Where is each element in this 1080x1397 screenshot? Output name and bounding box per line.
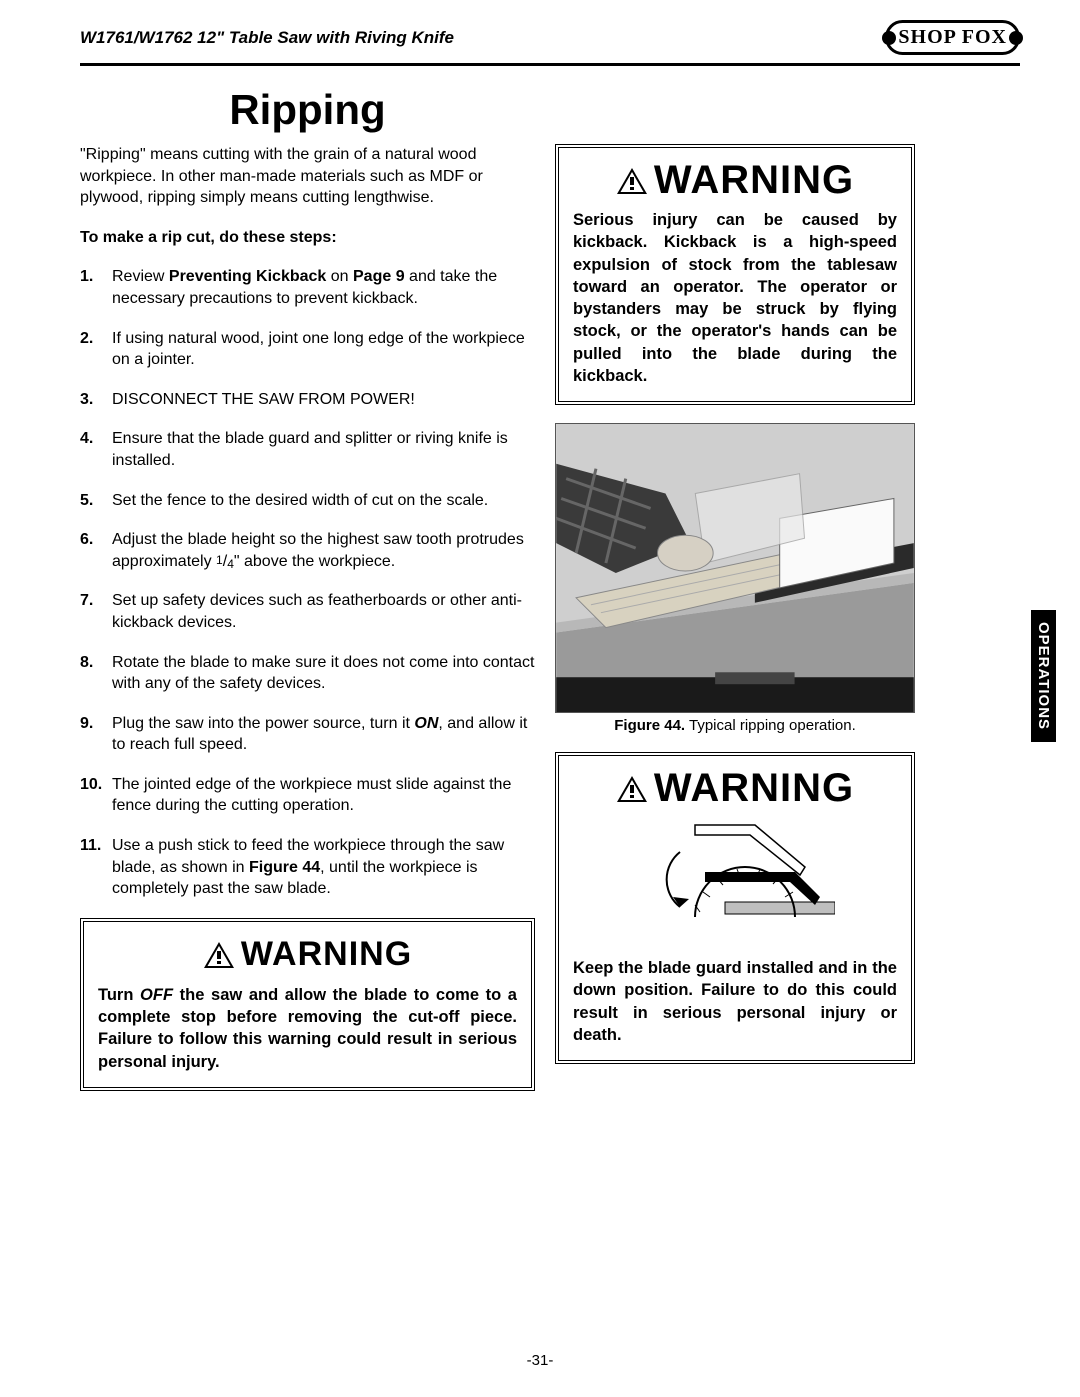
warning-text: Serious injury can be caused by kickback… [573,209,897,387]
step-7: Set up safety devices such as featherboa… [80,590,535,633]
step-2: If using natural wood, joint one long ed… [80,328,535,371]
warning-text: Keep the blade guard installed and in th… [573,957,897,1046]
left-column: "Ripping" means cutting with the grain o… [80,144,535,1091]
step-10: The jointed edge of the workpiece must s… [80,774,535,817]
header-divider [80,63,1020,66]
warning-kickback: WARNING Serious injury can be caused by … [555,144,915,405]
page-header: W1761/W1762 12" Table Saw with Riving Kn… [80,20,1020,55]
section-tab: OPERATIONS [1031,610,1056,742]
warning-title: WARNING [573,766,897,811]
steps-heading: To make a rip cut, do these steps: [80,227,535,249]
right-column: WARNING Serious injury can be caused by … [555,144,915,1091]
warning-icon [203,941,235,969]
intro-paragraph: "Ripping" means cutting with the grain o… [80,144,535,209]
blade-guard-diagram [635,817,835,947]
page-number: -31- [0,1352,1080,1369]
ripping-illustration [556,424,914,712]
brand-logo: SHOP FOX [885,20,1020,55]
step-3: DISCONNECT THE SAW FROM POWER! [80,389,535,411]
figure-image [555,423,915,713]
page-title: Ripping [80,86,535,134]
warning-icon [616,775,648,803]
step-11: Use a push stick to feed the workpiece t… [80,835,535,900]
step-9: Plug the saw into the power source, turn… [80,713,535,756]
warning-title: WARNING [98,932,517,978]
warning-turnoff: WARNING Turn OFF the saw and allow the b… [80,918,535,1091]
content-row: "Ripping" means cutting with the grain o… [80,144,1020,1091]
warning-title: WARNING [573,158,897,203]
figure-caption: Figure 44. Typical ripping operation. [555,717,915,734]
warning-text: Turn OFF the saw and allow the blade to … [98,984,517,1073]
step-6: Adjust the blade height so the highest s… [80,529,535,572]
warning-guard: WARNING [555,752,915,1064]
intro-text: "Ripping" means cutting with the grain o… [80,144,535,209]
step-4: Ensure that the blade guard and splitter… [80,428,535,471]
warning-icon [616,167,648,195]
step-1: Review Preventing Kickback on Page 9 and… [80,266,535,309]
figure-44: Figure 44. Typical ripping operation. [555,423,915,734]
step-8: Rotate the blade to make sure it does no… [80,652,535,695]
step-5: Set the fence to the desired width of cu… [80,490,535,512]
header-title: W1761/W1762 12" Table Saw with Riving Kn… [80,28,454,48]
steps-list: Review Preventing Kickback on Page 9 and… [80,266,535,899]
